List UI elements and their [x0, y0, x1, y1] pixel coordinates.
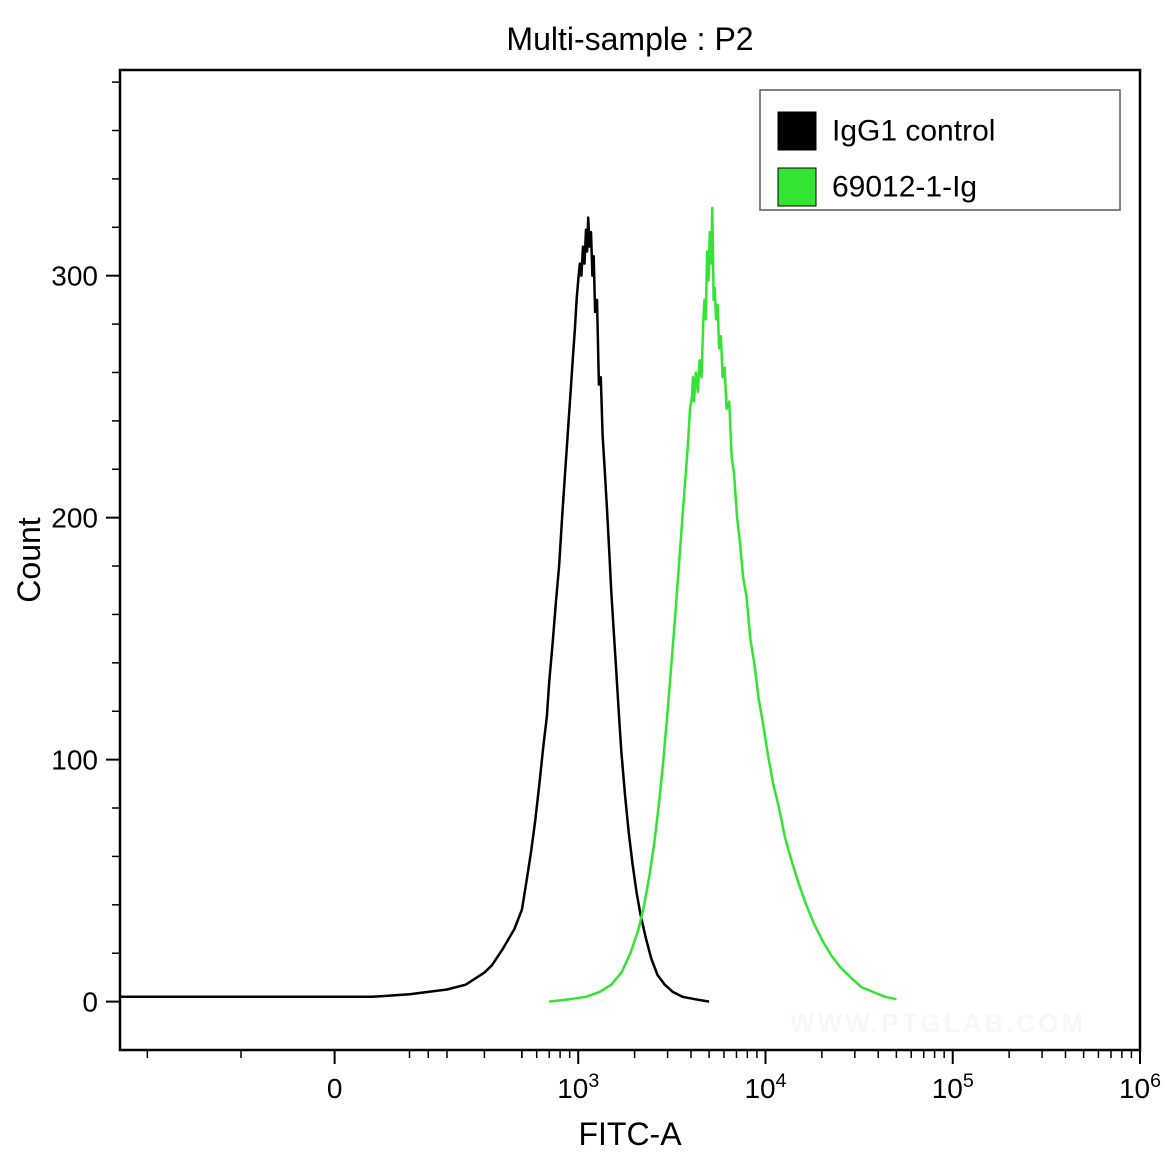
- x-tick-label: 105: [932, 1070, 974, 1104]
- x-tick-label: 106: [1119, 1070, 1161, 1104]
- x-axis-label: FITC-A: [578, 1116, 682, 1152]
- y-tick-label: 100: [51, 745, 98, 776]
- series-69012-1-Ig: [549, 208, 896, 1002]
- plot-frame: [120, 70, 1140, 1050]
- y-tick-label: 300: [51, 261, 98, 292]
- y-axis-label: Count: [11, 517, 47, 603]
- legend-label: IgG1 control: [832, 115, 995, 148]
- legend-swatch: [778, 112, 816, 150]
- y-tick-label: 200: [51, 503, 98, 534]
- chart-svg: Multi-sample : P2 0 103 104 105 106 FITC-A 0 100…: [0, 0, 1171, 1168]
- chart-container: Multi-sample : P2 0 103 104 105 106 FITC-A 0 100…: [0, 0, 1171, 1168]
- x-tick-label: 0: [327, 1073, 343, 1104]
- y-tick-label: 0: [82, 987, 98, 1018]
- x-tick-label: 104: [744, 1070, 786, 1104]
- legend-label: 69012-1-Ig: [832, 171, 977, 204]
- series-IgG1-control: [120, 218, 709, 1002]
- chart-title: Multi-sample : P2: [506, 21, 753, 57]
- x-tick-label: 103: [557, 1070, 599, 1104]
- legend-swatch: [778, 168, 816, 206]
- watermark: WWW.PTGLAB.COM: [790, 1008, 1086, 1038]
- series-group: [120, 208, 896, 1002]
